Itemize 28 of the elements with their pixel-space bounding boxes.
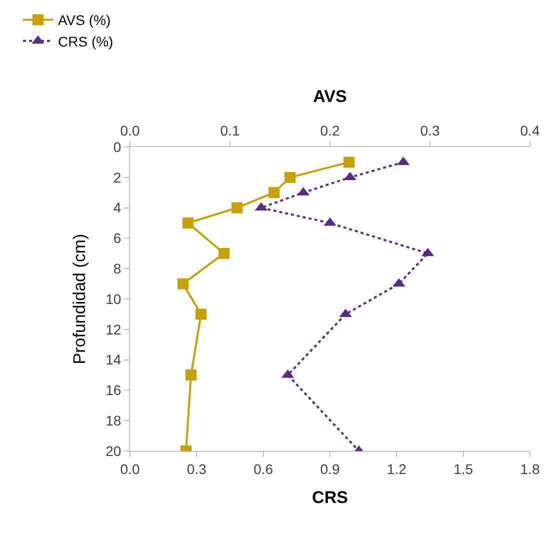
y-tick-label: 6	[113, 230, 122, 246]
y-tick-label: 14	[106, 352, 122, 368]
x-tick-label: 0.3	[186, 460, 207, 477]
x-tick-label: 0.6	[254, 460, 274, 477]
y-tick-label: 16	[106, 382, 122, 398]
x2-tick-label: 0.2	[320, 122, 340, 138]
legend-label: CRS (%)	[58, 33, 114, 50]
x2-tick-label: 0.1	[220, 122, 240, 138]
x-tick-label: 1.5	[454, 460, 474, 477]
x-tick-label: 0.9	[320, 460, 340, 477]
x-axis-title: CRS	[312, 488, 348, 508]
x-tick-label: 1.2	[386, 460, 407, 477]
x2-tick-label: 0.3	[420, 122, 440, 138]
x2-tick-label: 0.0	[120, 122, 140, 138]
y-tick-label: 2	[113, 169, 122, 186]
y-tick-label: 0	[113, 138, 122, 155]
x2-tick-label: 0.4	[520, 122, 540, 138]
y-tick-label: 20	[106, 442, 122, 459]
x2-axis-title: AVS	[313, 86, 347, 106]
y-tick-label: 18	[106, 412, 122, 428]
y-tick-label: 12	[106, 321, 122, 338]
x-tick-label: 0.0	[120, 460, 140, 477]
legend-label: AVS (%)	[58, 12, 111, 28]
y-axis-title: Profundidad (cm)	[70, 234, 90, 364]
y-tick-label: 10	[106, 290, 122, 307]
y-tick-label: 8	[113, 260, 122, 276]
x-tick-label: 1.8	[520, 460, 540, 477]
y-tick-label: 4	[113, 200, 122, 216]
